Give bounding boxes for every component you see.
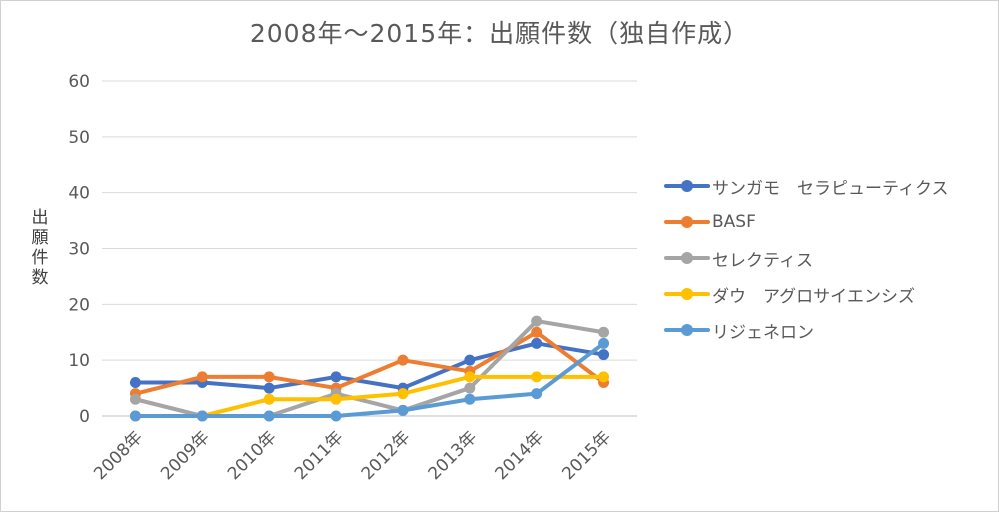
data-point xyxy=(263,382,275,394)
x-tick-label: 2015年 xyxy=(558,427,615,484)
data-point xyxy=(531,326,543,338)
chart-title: 2008年～2015年：出願件数（独自作成） xyxy=(249,19,750,48)
legend-label: サンガモ セラピューティクス xyxy=(712,178,949,199)
data-point xyxy=(263,393,275,405)
data-point xyxy=(129,410,141,422)
data-point xyxy=(129,393,141,405)
x-tick-label: 2011年 xyxy=(291,427,348,484)
data-point xyxy=(397,388,409,400)
data-point xyxy=(464,354,476,366)
series-line xyxy=(133,341,606,391)
y-tick-label: 30 xyxy=(68,240,90,260)
data-point xyxy=(464,393,476,405)
legend-item: ダウ アグロサイエンシズ xyxy=(664,276,948,312)
data-point xyxy=(397,404,409,416)
data-point xyxy=(531,371,543,383)
data-point xyxy=(598,371,610,383)
data-point xyxy=(397,354,409,366)
x-tick-label: 2012年 xyxy=(358,427,415,484)
data-point xyxy=(263,410,275,422)
legend: サンガモ セラピューティクス BASF セレクティスダウ アグロサイエンシズ リジェネ… xyxy=(664,168,948,348)
legend-swatch xyxy=(664,288,710,300)
y-tick-label: 20 xyxy=(68,295,90,315)
legend-item: BASF xyxy=(664,204,948,240)
legend-label: BASF xyxy=(712,212,756,232)
legend-item: リジェネロン xyxy=(664,312,948,348)
y-axis-label: 出願件数 xyxy=(31,208,49,288)
legend-swatch xyxy=(664,324,710,336)
legend-label: リジェネロン xyxy=(712,322,814,343)
legend-label: ダウ アグロサイエンシズ xyxy=(712,286,915,307)
data-point xyxy=(464,382,476,394)
y-tick-label: 0 xyxy=(79,407,90,427)
data-point xyxy=(531,315,543,327)
legend-item: セレクティス xyxy=(664,240,948,276)
data-point xyxy=(598,337,610,349)
x-tick-label: 2008年 xyxy=(90,427,147,484)
legend-marker xyxy=(681,324,693,336)
legend-marker xyxy=(681,180,693,192)
y-tick-label: 60 xyxy=(68,72,90,92)
legend-marker xyxy=(681,252,693,264)
legend-marker xyxy=(681,216,693,228)
data-point xyxy=(330,410,342,422)
data-point xyxy=(531,337,543,349)
series-line xyxy=(133,330,606,396)
y-tick-label: 40 xyxy=(68,184,90,204)
legend-label: セレクティス xyxy=(712,250,813,271)
y-tick-label: 10 xyxy=(68,351,90,371)
data-point xyxy=(330,393,342,405)
data-point xyxy=(598,349,610,361)
data-point xyxy=(531,388,543,400)
x-tick-label: 2014年 xyxy=(491,427,548,484)
y-tick-label: 50 xyxy=(68,128,90,148)
legend-swatch xyxy=(664,252,710,264)
data-point xyxy=(196,371,208,383)
data-point xyxy=(598,326,610,338)
x-tick-label: 2013年 xyxy=(425,427,482,484)
legend-marker xyxy=(681,288,693,300)
legend-swatch xyxy=(664,216,710,228)
x-tick-label: 2009年 xyxy=(157,427,214,484)
x-tick-label: 2010年 xyxy=(224,427,281,484)
data-point xyxy=(196,410,208,422)
legend-swatch xyxy=(664,180,710,192)
legend-item: サンガモ セラピューティクス xyxy=(664,168,948,204)
data-point xyxy=(330,371,342,383)
data-point xyxy=(263,371,275,383)
series-line xyxy=(133,374,606,418)
data-point xyxy=(129,377,141,388)
series-line xyxy=(133,341,606,418)
data-point xyxy=(464,371,476,383)
